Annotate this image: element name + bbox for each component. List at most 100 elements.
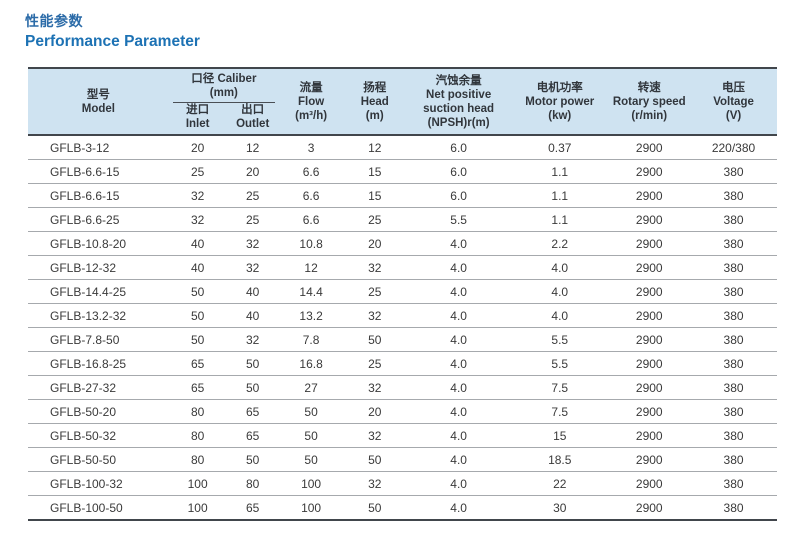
value-cell: 3 <box>278 135 344 160</box>
value-cell: 5.5 <box>511 327 609 352</box>
model-cell: GFLB-6.6-25 <box>28 207 169 232</box>
value-cell: 100 <box>168 471 227 496</box>
value-cell: 50 <box>226 375 279 400</box>
value-cell: 100 <box>278 495 344 521</box>
value-cell: 6.0 <box>406 159 512 184</box>
value-cell: 380 <box>690 255 777 280</box>
value-cell: 50 <box>343 447 407 472</box>
value-cell: 1.1 <box>511 159 609 184</box>
head-label-en: Head <box>360 95 389 108</box>
value-cell: 4.0 <box>406 351 512 376</box>
value-cell: 2.2 <box>511 231 609 256</box>
table-row: GFLB-50-20 80 65 50 20 4.0 7.5 2900 380 <box>28 399 777 424</box>
value-cell: 40 <box>226 303 279 328</box>
table-row: GFLB-50-32 80 65 50 32 4.0 15 2900 380 <box>28 423 777 448</box>
value-cell: 2900 <box>608 207 691 232</box>
model-cell: GFLB-16.8-25 <box>28 351 169 376</box>
column-header-rotary-speed: 转速 Rotary speed (r/min) <box>608 67 691 136</box>
npsh-label-en-line2: suction head <box>423 102 495 115</box>
value-cell: 6.0 <box>406 135 512 160</box>
npsh-label-zh: 汽蚀余量 <box>435 74 482 87</box>
value-cell: 6.6 <box>278 159 344 184</box>
value-cell: 380 <box>690 423 777 448</box>
value-cell: 2900 <box>608 399 691 424</box>
value-cell: 32 <box>343 303 407 328</box>
value-cell: 16.8 <box>278 351 344 376</box>
value-cell: 20 <box>168 135 227 160</box>
value-cell: 50 <box>343 327 407 352</box>
value-cell: 380 <box>690 183 777 208</box>
value-cell: 4.0 <box>511 303 609 328</box>
value-cell: 380 <box>690 279 777 304</box>
value-cell: 4.0 <box>406 447 512 472</box>
npsh-unit: (NPSH)r(m) <box>427 116 490 129</box>
value-cell: 2900 <box>608 135 691 160</box>
value-cell: 7.5 <box>511 375 609 400</box>
model-cell: GFLB-100-32 <box>28 471 169 496</box>
voltage-unit: (V) <box>725 109 742 122</box>
value-cell: 65 <box>168 351 227 376</box>
inlet-label-en: Inlet <box>185 118 210 130</box>
table-row: GFLB-100-50 100 65 100 50 4.0 30 2900 380 <box>28 495 777 521</box>
value-cell: 10.8 <box>278 231 344 256</box>
value-cell: 4.0 <box>406 279 512 304</box>
model-cell: GFLB-6.6-15 <box>28 183 169 208</box>
value-cell: 380 <box>690 303 777 328</box>
model-cell: GFLB-6.6-15 <box>28 159 169 184</box>
value-cell: 4.0 <box>406 327 512 352</box>
model-cell: GFLB-50-32 <box>28 423 169 448</box>
value-cell: 1.1 <box>511 207 609 232</box>
value-cell: 50 <box>343 495 407 521</box>
motor-power-unit: (kw) <box>548 109 572 122</box>
model-cell: GFLB-10.8-20 <box>28 231 169 256</box>
value-cell: 20 <box>226 159 279 184</box>
rotary-speed-label-zh: 转速 <box>637 81 661 94</box>
value-cell: 32 <box>343 423 407 448</box>
value-cell: 30 <box>511 495 609 521</box>
value-cell: 1.1 <box>511 183 609 208</box>
head-label-zh: 扬程 <box>363 81 387 94</box>
value-cell: 4.0 <box>406 423 512 448</box>
value-cell: 32 <box>226 255 279 280</box>
page-header: 性能参数 Performance Parameter <box>0 0 800 51</box>
value-cell: 2900 <box>608 183 691 208</box>
value-cell: 7.5 <box>511 399 609 424</box>
value-cell: 25 <box>168 159 227 184</box>
rotary-speed-unit: (r/min) <box>631 109 668 122</box>
value-cell: 380 <box>690 399 777 424</box>
value-cell: 40 <box>168 231 227 256</box>
table-row: GFLB-3-12 20 12 3 12 6.0 0.37 2900 220/380 <box>28 135 777 160</box>
model-cell: GFLB-12-32 <box>28 255 169 280</box>
table-row: GFLB-10.8-20 40 32 10.8 20 4.0 2.2 2900 380 <box>28 231 777 256</box>
value-cell: 80 <box>226 471 279 496</box>
table-body: GFLB-3-12 20 12 3 12 6.0 0.37 2900 220/380 GFLB-6… <box>28 135 777 521</box>
table-row: GFLB-50-50 80 50 50 50 4.0 18.5 2900 380 <box>28 447 777 472</box>
value-cell: 32 <box>168 183 227 208</box>
value-cell: 2900 <box>608 255 691 280</box>
flow-unit: (m³/h) <box>295 109 328 122</box>
value-cell: 65 <box>226 495 279 521</box>
value-cell: 50 <box>226 351 279 376</box>
value-cell: 22 <box>511 471 609 496</box>
value-cell: 380 <box>690 375 777 400</box>
table-row: GFLB-14.4-25 50 40 14.4 25 4.0 4.0 2900 380 <box>28 279 777 304</box>
model-cell: GFLB-100-50 <box>28 495 169 521</box>
value-cell: 65 <box>226 399 279 424</box>
value-cell: 4.0 <box>406 375 512 400</box>
value-cell: 2900 <box>608 303 691 328</box>
value-cell: 32 <box>168 207 227 232</box>
flow-label-en: Flow <box>297 95 325 108</box>
value-cell: 50 <box>278 447 344 472</box>
value-cell: 27 <box>278 375 344 400</box>
model-cell: GFLB-50-50 <box>28 447 169 472</box>
model-cell: GFLB-50-20 <box>28 399 169 424</box>
value-cell: 25 <box>343 279 407 304</box>
value-cell: 18.5 <box>511 447 609 472</box>
value-cell: 2900 <box>608 231 691 256</box>
outlet-label-zh: 出口 <box>241 104 265 116</box>
caliber-label: 口径 Caliber <box>191 73 257 85</box>
value-cell: 4.0 <box>406 471 512 496</box>
table-row: GFLB-12-32 40 32 12 32 4.0 4.0 2900 380 <box>28 255 777 280</box>
model-label-en: Model <box>81 102 116 115</box>
